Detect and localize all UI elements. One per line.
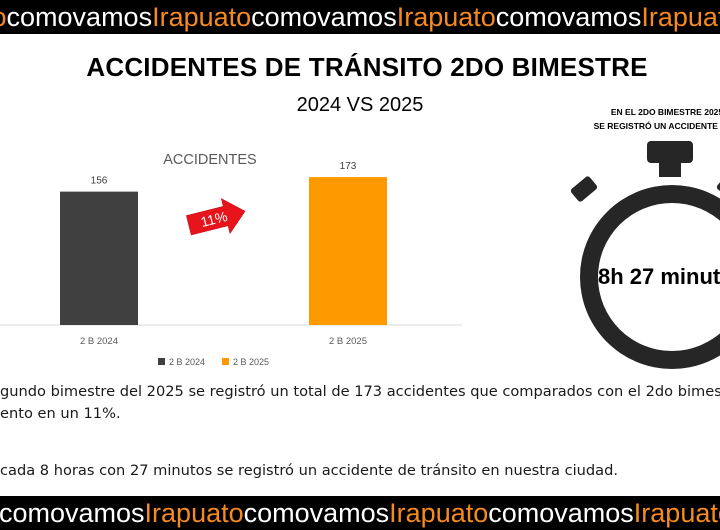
banner-word: Irapuato	[633, 498, 720, 528]
x-tick-label: 2 B 2024	[80, 336, 118, 347]
banner-word: Irapuato	[641, 2, 720, 32]
page-title: ACCIDENTES DE TRÁNSITO 2DO BIMESTRE	[86, 52, 648, 82]
stopwatch-caption-line-2: SE REGISTRÓ UN ACCIDENTE C	[593, 121, 720, 131]
banner-word: to	[0, 2, 7, 32]
accidents-bar-chart: ACCIDENTES 156 2 B 2024 173 2 B 2025 11% 2 …	[0, 152, 462, 367]
page-subtitle: 2024 VS 2025	[296, 94, 424, 116]
banner-word: comovamos	[488, 498, 634, 528]
legend-label: 2 B 2024	[169, 357, 205, 367]
legend-swatch	[222, 358, 229, 365]
legend-label: 2 B 2025	[233, 357, 269, 367]
stopwatch-top-button	[647, 141, 693, 163]
banner-word: comovamos	[495, 2, 642, 32]
increase-arrow-shape	[186, 198, 246, 236]
bar-2025	[309, 177, 387, 325]
stopwatch-stem	[659, 161, 681, 177]
banner-word: comovamos	[6, 2, 153, 32]
summary-paragraph-line-2: ento en un 11%.	[0, 405, 121, 422]
bar-value-label: 173	[340, 161, 357, 172]
bottom-brand-banner: comovamosIrapuatocomovamosIrapuatocomova…	[0, 496, 720, 530]
legend-swatch	[158, 358, 165, 365]
bar-2024	[60, 191, 138, 325]
stopwatch-icon	[570, 141, 720, 369]
summary-paragraph-line-1: gundo bimestre del 2025 se registró un t…	[0, 383, 720, 400]
x-tick-label: 2 B 2025	[329, 336, 367, 347]
stopwatch-time-label: 8h 27 minutos	[598, 264, 720, 289]
frequency-paragraph: cada 8 horas con 27 minutos se registró …	[0, 462, 619, 479]
bar-value-label: 156	[91, 176, 108, 187]
banner-word: Irapuato	[152, 2, 252, 32]
top-brand-banner: tocomovamosIrapuatocomovamosIrapuatocomo…	[0, 0, 720, 34]
increase-percent-label: 11%	[199, 208, 229, 230]
banner-brand-text: tocomovamosIrapuatocomovamosIrapuatocomo…	[0, 2, 720, 32]
banner-word: comovamos	[243, 498, 390, 528]
banner-word: comovamos	[251, 2, 397, 32]
increase-arrow-badge: 11%	[186, 198, 246, 236]
stopwatch-face	[598, 203, 720, 351]
stopwatch-caption-line-1: EN EL 2DO BIMESTRE 2025	[610, 107, 720, 117]
banner-brand-text: comovamosIrapuatocomovamosIrapuatocomova…	[0, 498, 720, 528]
banner-word: Irapuato	[396, 2, 496, 32]
banner-word: Irapuato	[144, 498, 244, 528]
banner-word: Irapuato	[389, 498, 489, 528]
banner-word: comovamos	[0, 498, 145, 528]
stopwatch-left-button	[570, 176, 598, 202]
chart-title: ACCIDENTES	[163, 152, 256, 168]
